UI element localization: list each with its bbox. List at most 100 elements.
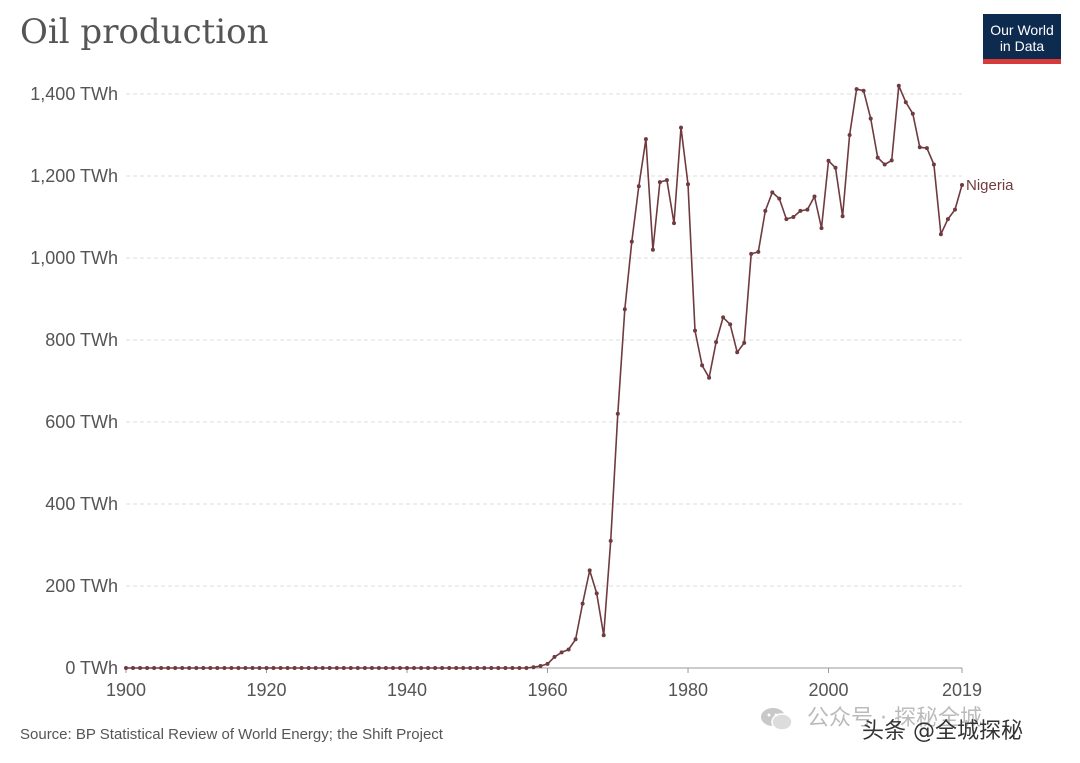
data-point[interactable] <box>847 133 852 137</box>
data-point[interactable] <box>131 666 135 670</box>
data-point[interactable] <box>369 666 374 670</box>
data-point[interactable] <box>348 666 353 670</box>
data-point[interactable] <box>882 162 887 167</box>
data-point[interactable] <box>250 666 255 670</box>
data-point[interactable] <box>749 251 754 256</box>
data-point[interactable] <box>960 183 964 187</box>
data-point[interactable] <box>257 666 262 670</box>
data-point[interactable] <box>433 666 438 670</box>
data-point[interactable] <box>292 666 297 670</box>
data-point[interactable] <box>180 666 185 670</box>
data-point[interactable] <box>854 87 859 92</box>
data-point[interactable] <box>278 666 283 670</box>
data-point[interactable] <box>496 666 501 670</box>
data-point[interactable] <box>742 340 747 345</box>
data-point[interactable] <box>440 666 445 670</box>
data-point[interactable] <box>728 322 733 327</box>
data-point[interactable] <box>657 180 662 185</box>
data-point[interactable] <box>938 232 943 237</box>
data-point[interactable] <box>784 217 789 222</box>
owid-logo[interactable]: Our World in Data <box>983 14 1061 64</box>
data-point[interactable] <box>953 207 957 212</box>
data-point[interactable] <box>194 666 199 670</box>
data-point[interactable] <box>264 666 269 670</box>
data-point[interactable] <box>419 666 424 670</box>
data-point[interactable] <box>791 215 796 219</box>
data-point[interactable] <box>236 666 241 670</box>
data-point[interactable] <box>552 654 557 659</box>
series-line-nigeria[interactable] <box>126 85 963 669</box>
data-point[interactable] <box>777 196 782 201</box>
data-point[interactable] <box>826 158 831 163</box>
data-point[interactable] <box>672 221 676 226</box>
data-point[interactable] <box>398 666 402 670</box>
data-point[interactable] <box>145 666 150 670</box>
data-point[interactable] <box>327 666 332 670</box>
data-point[interactable] <box>615 411 620 416</box>
data-point[interactable] <box>601 633 606 638</box>
data-point[interactable] <box>524 666 529 670</box>
data-point[interactable] <box>917 145 922 150</box>
data-point[interactable] <box>222 666 227 670</box>
data-point[interactable] <box>285 666 290 670</box>
data-point[interactable] <box>313 666 318 670</box>
data-point[interactable] <box>475 666 480 670</box>
data-point[interactable] <box>391 666 395 670</box>
data-point[interactable] <box>643 137 648 142</box>
data-point[interactable] <box>229 666 234 670</box>
data-point[interactable] <box>489 666 494 670</box>
data-point[interactable] <box>931 162 936 167</box>
data-point[interactable] <box>686 182 690 187</box>
data-point[interactable] <box>468 666 473 670</box>
data-point[interactable] <box>201 666 206 670</box>
data-point[interactable] <box>510 666 515 670</box>
data-point[interactable] <box>664 178 669 183</box>
data-point[interactable] <box>159 666 164 670</box>
data-point[interactable] <box>299 666 304 670</box>
data-point[interactable] <box>721 315 726 320</box>
data-point[interactable] <box>896 83 901 88</box>
data-point[interactable] <box>173 666 178 670</box>
data-point[interactable] <box>412 666 416 670</box>
data-point[interactable] <box>714 340 719 345</box>
data-point[interactable] <box>341 666 346 670</box>
data-point[interactable] <box>243 666 248 670</box>
data-point[interactable] <box>889 158 894 163</box>
data-point[interactable] <box>271 666 276 670</box>
data-point[interactable] <box>770 190 775 195</box>
data-point[interactable] <box>945 217 950 222</box>
data-point[interactable] <box>608 538 613 543</box>
data-point[interactable] <box>679 125 683 130</box>
data-point[interactable] <box>517 666 522 670</box>
data-point[interactable] <box>910 111 915 116</box>
data-point[interactable] <box>138 666 143 670</box>
data-point[interactable] <box>812 194 817 199</box>
data-point[interactable] <box>798 208 803 213</box>
data-point[interactable] <box>215 666 220 670</box>
data-point[interactable] <box>707 375 712 380</box>
data-point[interactable] <box>531 665 536 670</box>
data-point[interactable] <box>166 666 171 670</box>
data-point[interactable] <box>833 165 838 170</box>
data-point[interactable] <box>819 226 824 231</box>
data-point[interactable] <box>903 100 908 105</box>
data-point[interactable] <box>763 208 768 213</box>
data-point[interactable] <box>573 637 578 642</box>
data-point[interactable] <box>924 146 929 151</box>
data-point[interactable] <box>559 650 564 655</box>
data-point[interactable] <box>306 666 311 670</box>
data-point[interactable] <box>208 666 213 670</box>
data-point[interactable] <box>362 666 367 670</box>
data-point[interactable] <box>383 666 388 670</box>
data-point[interactable] <box>538 664 543 668</box>
data-point[interactable] <box>503 666 508 670</box>
data-point[interactable] <box>693 328 697 333</box>
data-point[interactable] <box>187 666 192 670</box>
data-point[interactable] <box>700 363 705 368</box>
data-point[interactable] <box>355 666 360 670</box>
data-point[interactable] <box>454 666 459 670</box>
data-point[interactable] <box>805 207 810 212</box>
data-point[interactable] <box>636 184 641 189</box>
data-point[interactable] <box>482 666 487 670</box>
data-point[interactable] <box>587 568 592 573</box>
